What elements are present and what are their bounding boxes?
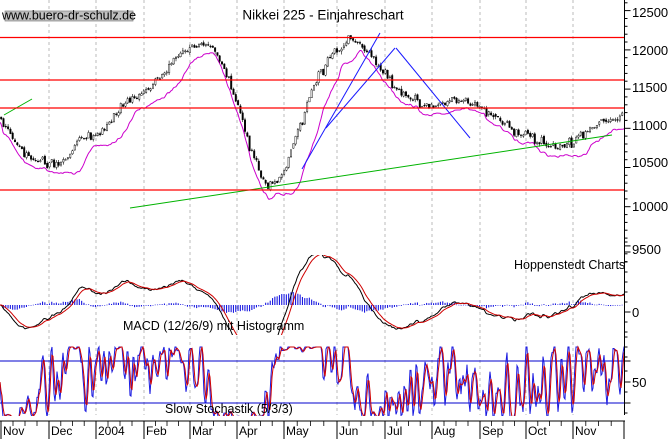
svg-text:12500: 12500: [632, 5, 668, 20]
svg-text:10000: 10000: [632, 199, 668, 214]
svg-text:Nov: Nov: [575, 424, 596, 438]
svg-text:10500: 10500: [632, 155, 668, 170]
svg-text:11500: 11500: [632, 80, 667, 95]
svg-text:May: May: [286, 424, 309, 438]
svg-text:www.buero-dr-schulz.de: www.buero-dr-schulz.de: [1, 9, 136, 23]
svg-text:Sep: Sep: [482, 424, 504, 438]
svg-text:9500: 9500: [632, 242, 661, 257]
svg-text:Oct: Oct: [528, 424, 547, 438]
svg-text:Apr: Apr: [239, 424, 258, 438]
svg-text:Jul: Jul: [387, 424, 402, 438]
svg-text:Nikkei 225 - Einjahreschart: Nikkei 225 - Einjahreschart: [242, 8, 404, 23]
svg-text:Mar: Mar: [192, 424, 213, 438]
svg-text:Aug: Aug: [434, 424, 455, 438]
svg-text:50: 50: [632, 375, 646, 390]
svg-text:MACD (12/26/9) mit Histogramm: MACD (12/26/9) mit Histogramm: [123, 319, 304, 333]
svg-text:Feb: Feb: [146, 424, 167, 438]
svg-text:Nov: Nov: [3, 424, 24, 438]
svg-text:0: 0: [632, 305, 639, 320]
svg-text:Hoppenstedt Charts: Hoppenstedt Charts: [514, 258, 625, 272]
svg-text:Dec: Dec: [51, 424, 72, 438]
svg-text:11000: 11000: [632, 118, 667, 133]
svg-text:Jun: Jun: [339, 424, 358, 438]
svg-text:2004: 2004: [98, 424, 125, 438]
svg-text:12000: 12000: [632, 43, 668, 58]
svg-text:Slow Stochastik (5/3/3): Slow Stochastik (5/3/3): [165, 402, 293, 416]
